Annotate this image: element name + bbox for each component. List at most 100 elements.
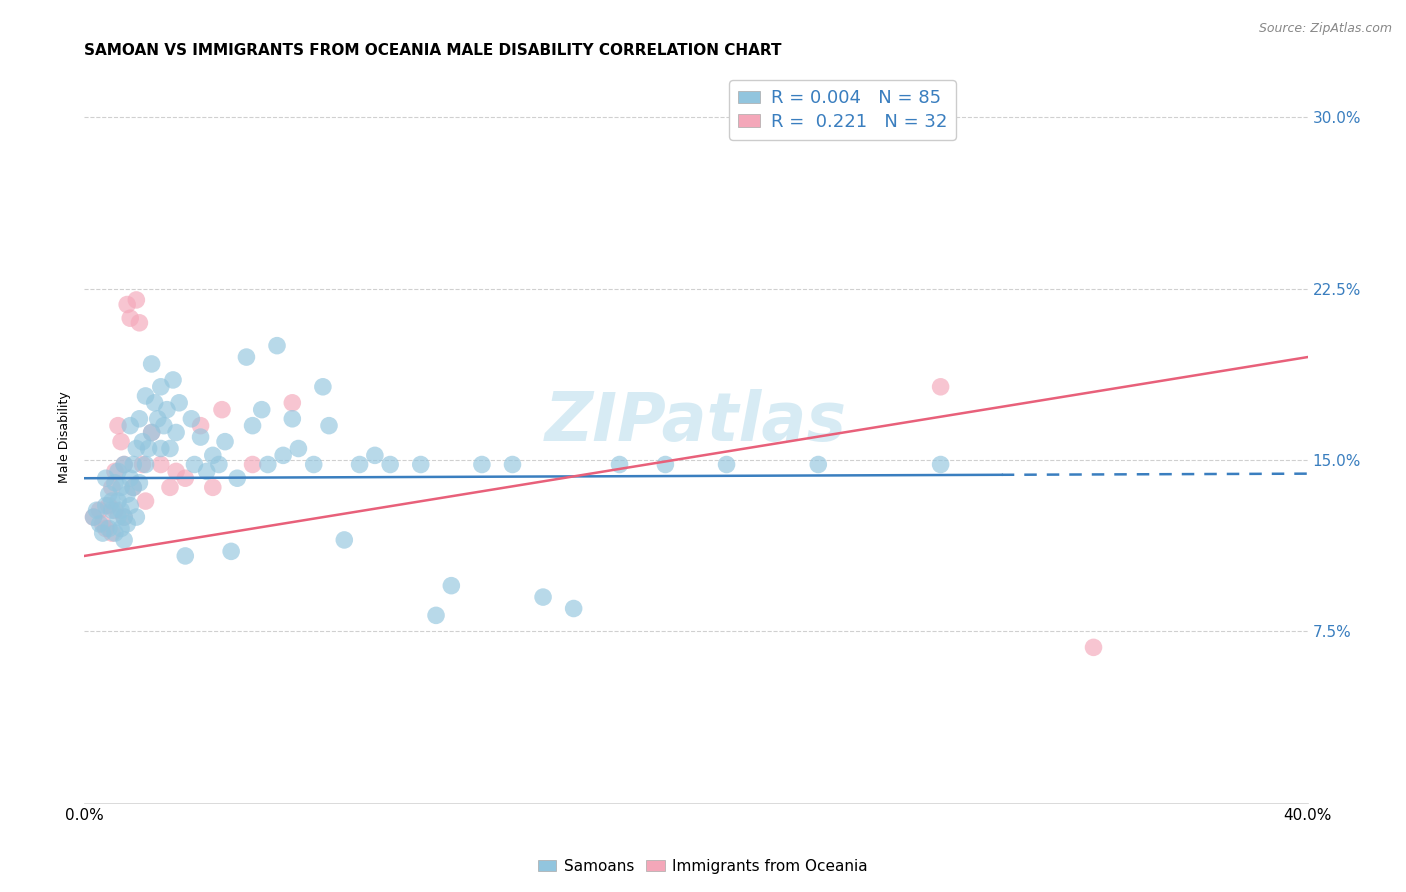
- Point: [149, 442, 172, 456]
- Point: [190, 430, 212, 444]
- Point: [349, 458, 371, 472]
- Point: [167, 396, 190, 410]
- Point: [131, 434, 153, 449]
- Point: [128, 316, 150, 330]
- Point: [214, 434, 236, 449]
- Point: [287, 442, 309, 456]
- Point: [104, 503, 127, 517]
- Text: SAMOAN VS IMMIGRANTS FROM OCEANIA MALE DISABILITY CORRELATION CHART: SAMOAN VS IMMIGRANTS FROM OCEANIA MALE D…: [84, 43, 782, 58]
- Point: [138, 442, 160, 456]
- Point: [104, 475, 127, 490]
- Point: [195, 464, 218, 478]
- Point: [165, 464, 187, 478]
- Point: [409, 458, 432, 472]
- Point: [101, 480, 124, 494]
- Point: [89, 516, 111, 531]
- Point: [716, 458, 738, 472]
- Point: [94, 471, 117, 485]
- Point: [101, 526, 124, 541]
- Point: [1083, 640, 1105, 655]
- Point: [219, 544, 242, 558]
- Point: [266, 338, 288, 352]
- Point: [201, 480, 224, 494]
- Point: [122, 480, 145, 494]
- Point: [115, 487, 138, 501]
- Point: [156, 402, 179, 417]
- Point: [107, 510, 129, 524]
- Point: [115, 297, 138, 311]
- Point: [94, 499, 117, 513]
- Point: [112, 458, 135, 472]
- Legend: Samoans, Immigrants from Oceania: Samoans, Immigrants from Oceania: [531, 853, 875, 880]
- Point: [281, 412, 304, 426]
- Point: [97, 487, 120, 501]
- Point: [183, 458, 205, 472]
- Point: [242, 458, 264, 472]
- Point: [929, 458, 952, 472]
- Point: [112, 510, 135, 524]
- Point: [146, 412, 169, 426]
- Point: [120, 311, 142, 326]
- Point: [107, 464, 129, 478]
- Point: [107, 418, 129, 433]
- Point: [302, 458, 325, 472]
- Point: [159, 442, 181, 456]
- Text: ZIPatlas: ZIPatlas: [546, 390, 846, 456]
- Point: [122, 480, 145, 494]
- Point: [135, 458, 157, 472]
- Point: [929, 380, 952, 394]
- Point: [112, 458, 135, 472]
- Point: [125, 442, 148, 456]
- Point: [502, 458, 524, 472]
- Point: [807, 458, 830, 472]
- Point: [112, 510, 135, 524]
- Point: [143, 396, 166, 410]
- Point: [174, 471, 197, 485]
- Legend: R = 0.004   N = 85, R =  0.221   N = 32: R = 0.004 N = 85, R = 0.221 N = 32: [730, 80, 956, 140]
- Point: [83, 510, 105, 524]
- Point: [110, 434, 132, 449]
- Point: [562, 601, 585, 615]
- Point: [89, 503, 111, 517]
- Point: [162, 373, 184, 387]
- Point: [128, 475, 150, 490]
- Point: [141, 425, 163, 440]
- Point: [654, 458, 676, 472]
- Point: [257, 458, 280, 472]
- Point: [364, 449, 387, 463]
- Point: [312, 380, 335, 394]
- Point: [159, 480, 181, 494]
- Point: [112, 533, 135, 547]
- Y-axis label: Male Disability: Male Disability: [58, 392, 72, 483]
- Point: [609, 458, 631, 472]
- Point: [135, 494, 157, 508]
- Point: [281, 396, 304, 410]
- Point: [131, 458, 153, 472]
- Point: [190, 418, 212, 433]
- Point: [242, 418, 264, 433]
- Point: [128, 412, 150, 426]
- Point: [149, 380, 172, 394]
- Point: [226, 471, 249, 485]
- Point: [94, 521, 117, 535]
- Point: [165, 425, 187, 440]
- Point: [440, 579, 463, 593]
- Point: [180, 412, 202, 426]
- Point: [208, 458, 231, 472]
- Point: [531, 590, 554, 604]
- Point: [125, 510, 148, 524]
- Point: [120, 471, 142, 485]
- Point: [97, 499, 120, 513]
- Point: [153, 418, 176, 433]
- Point: [318, 418, 340, 433]
- Point: [271, 449, 294, 463]
- Point: [101, 503, 124, 517]
- Point: [107, 494, 129, 508]
- Point: [149, 458, 172, 472]
- Point: [97, 521, 120, 535]
- Point: [101, 494, 124, 508]
- Point: [135, 389, 157, 403]
- Point: [120, 418, 142, 433]
- Point: [115, 516, 138, 531]
- Point: [380, 458, 402, 472]
